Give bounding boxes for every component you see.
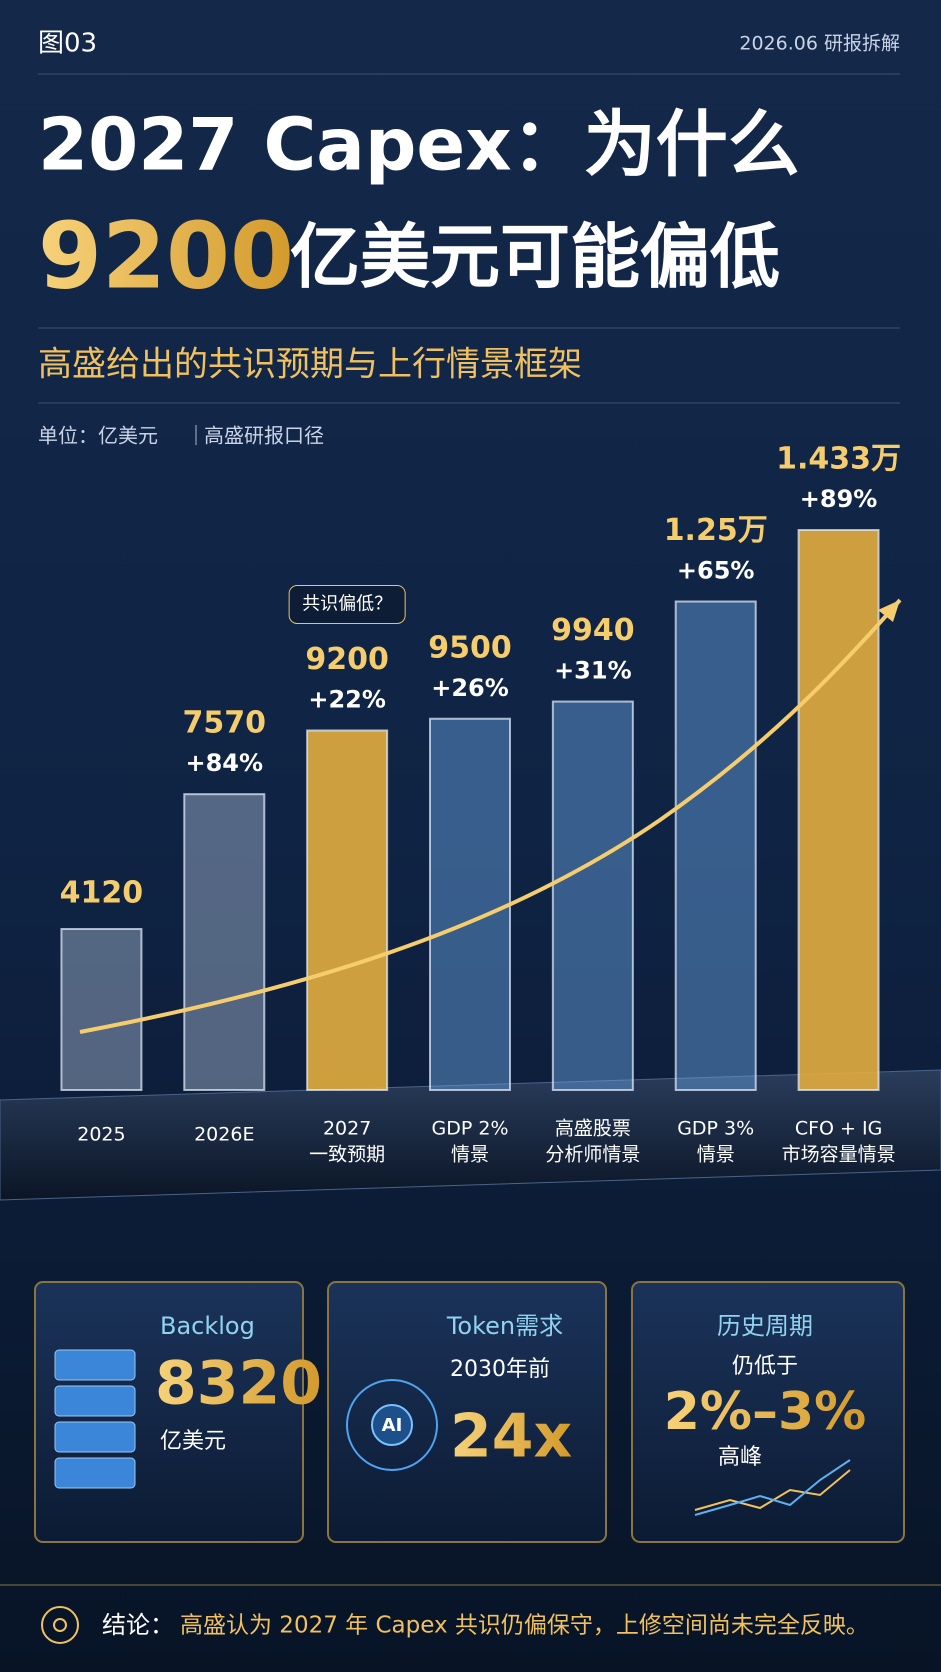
- annotation-box: [288, 584, 406, 624]
- platform: [0, 1069, 941, 1201]
- x-tick-label: GDP 2%: [432, 1118, 509, 1140]
- date-label: 2026.06 研报拆解: [739, 33, 900, 55]
- title-line2: 亿美元可能偏低: [290, 216, 780, 298]
- chart: 4120 2025 7570 +84% 2026E 9200 +22% 2027 一致预期 共识偏…: [60, 442, 901, 1166]
- change-label: +89%: [800, 485, 878, 513]
- value-label: 9200: [305, 642, 389, 677]
- figure-label: 图03: [38, 29, 97, 59]
- x-tick-label: 情景: [697, 1144, 735, 1166]
- change-label: +84%: [186, 749, 264, 777]
- bar: [183, 793, 266, 1091]
- x-tick-label: 分析师情景: [545, 1144, 640, 1166]
- card-value: 24x: [450, 1402, 572, 1472]
- bar: [60, 927, 143, 1091]
- bar: [551, 700, 634, 1091]
- card-note: 仍低于: [732, 1354, 798, 1379]
- source-label: 高盛研报口径: [204, 424, 324, 448]
- conclusion-label: 结论：: [102, 1611, 174, 1639]
- card-foot: 高峰: [718, 1445, 762, 1470]
- x-tick-label: 2025: [77, 1124, 125, 1146]
- target-icon: [53, 1618, 67, 1632]
- x-tick-label: GDP 3%: [677, 1118, 754, 1140]
- deco-line: [694, 1469, 851, 1511]
- bar: [797, 529, 880, 1091]
- card-value: 2%–3%: [664, 1382, 867, 1442]
- subtitle: 高盛给出的共识预期与上行情景框架: [38, 345, 582, 385]
- card-value: 8320: [155, 1349, 322, 1419]
- separator: ｜: [186, 424, 206, 448]
- bar: [429, 717, 511, 1091]
- target-icon: [41, 1606, 79, 1644]
- value-label: 9940: [551, 613, 635, 648]
- x-tick-label: 高盛股票: [555, 1118, 631, 1140]
- bar: [306, 729, 389, 1092]
- value-label: 1.433万: [776, 442, 901, 477]
- trend-arrow: [79, 598, 902, 1034]
- conclusion-text: 高盛认为 2027 年 Capex 共识仍偏保守，上修空间尚未完全反映。: [180, 1613, 869, 1639]
- annotation: 共识偏低？: [302, 593, 392, 614]
- change-label: +22%: [308, 685, 386, 713]
- title-highlight: 9200: [38, 202, 294, 309]
- card: 历史周期 仍低于 2%–3% 高峰: [631, 1281, 905, 1543]
- card: AI Token需求 2030年前 24x: [327, 1281, 607, 1543]
- card-title: 历史周期: [717, 1312, 813, 1340]
- bar: [674, 600, 757, 1091]
- unit-label: 单位：亿美元: [38, 424, 158, 448]
- deco-line: [694, 1459, 851, 1516]
- x-tick-label: CFO + IG: [795, 1118, 882, 1140]
- arrow-head: [878, 600, 900, 622]
- x-tick-label: 2027: [323, 1118, 371, 1140]
- value-label: 4120: [60, 875, 144, 910]
- change-label: +65%: [677, 557, 755, 585]
- change-label: +26%: [431, 674, 509, 702]
- x-tick-label: 市场容量情景: [782, 1144, 896, 1166]
- value-label: 1.25万: [664, 513, 768, 548]
- title-line1: 2027 Capex：为什么: [38, 103, 800, 187]
- x-tick-label: 2026E: [194, 1124, 254, 1146]
- card-note: 亿美元: [160, 1429, 226, 1454]
- value-label: 7570: [183, 706, 267, 741]
- card: Backlog 8320 亿美元: [34, 1281, 322, 1543]
- x-tick-label: 情景: [451, 1144, 489, 1166]
- card-note: 2030年前: [450, 1357, 550, 1382]
- ai-icon: AI: [382, 1415, 403, 1436]
- change-label: +31%: [554, 657, 632, 685]
- card-title: Token需求: [446, 1312, 563, 1340]
- x-tick-label: 一致预期: [309, 1144, 385, 1166]
- value-label: 9500: [428, 630, 512, 665]
- card-title: Backlog: [160, 1312, 255, 1340]
